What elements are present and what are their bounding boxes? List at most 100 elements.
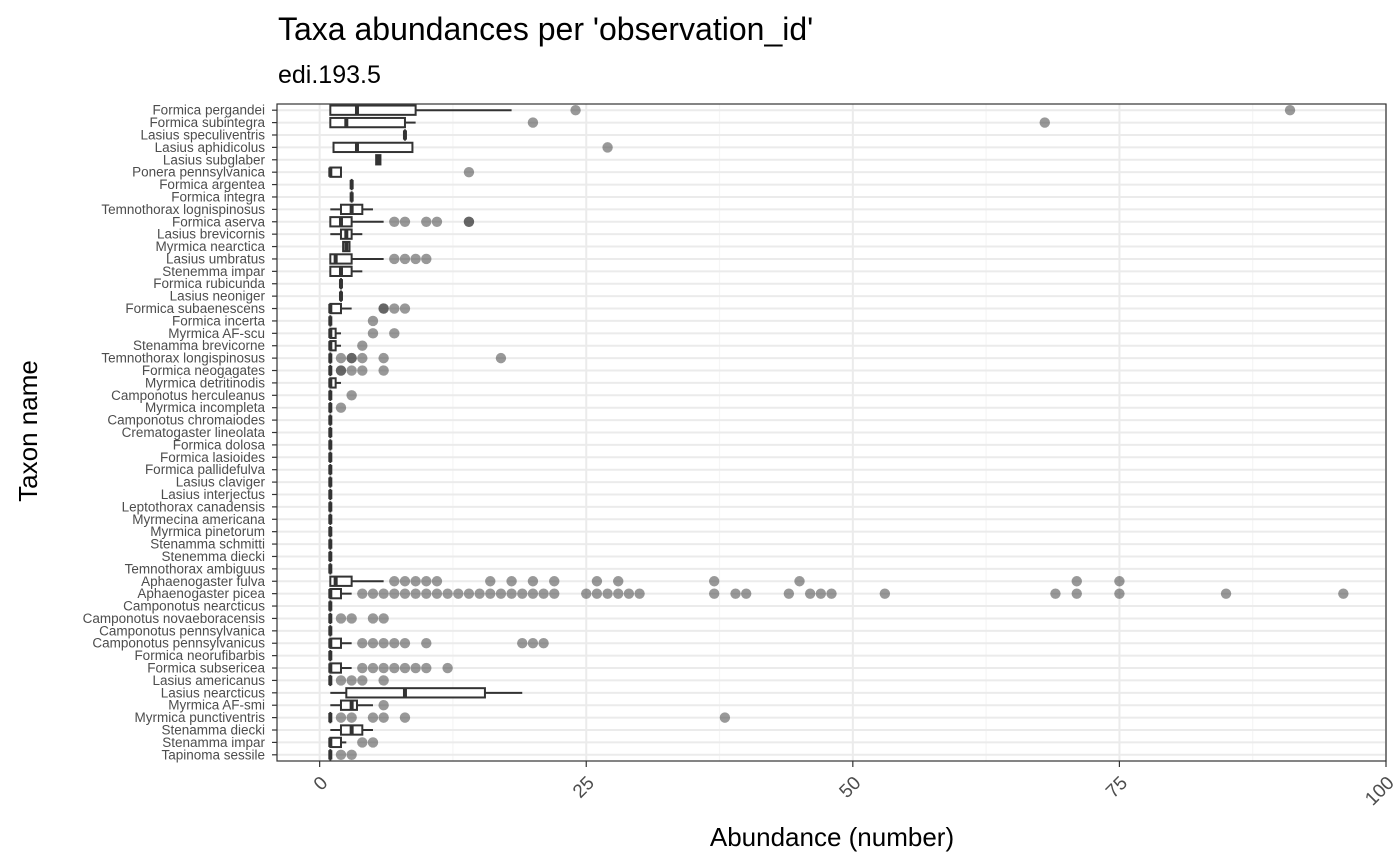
y-tick-label: Camponotus novaeboracensis: [83, 611, 266, 626]
outlier-point: [389, 638, 400, 649]
outlier-point: [367, 737, 379, 748]
outlier-point: [410, 588, 421, 599]
box-iqr: [329, 104, 417, 116]
chart-title: Taxa abundances per 'observation_id': [278, 11, 814, 47]
outlier-layer: [335, 104, 1349, 761]
outlier-point: [399, 638, 411, 649]
outlier-point: [389, 588, 400, 599]
y-tick-label: Lasius nearcticus: [161, 685, 266, 700]
outlier-point: [463, 166, 475, 178]
y-tick-label: Formica pallidefulva: [145, 462, 266, 477]
outlier-point: [602, 588, 613, 599]
y-tick-label: Formica pergandei: [152, 103, 265, 118]
outlier-point: [410, 253, 421, 265]
outlier-point: [367, 662, 379, 674]
y-tick-label: Lasius neoniger: [170, 289, 266, 304]
outlier-point: [634, 588, 645, 599]
outlier-point: [357, 737, 368, 748]
outlier-point: [719, 712, 731, 723]
outlier-point: [389, 303, 400, 314]
y-tick-label: Myrmica incompleta: [145, 400, 266, 415]
x-axis-ticks: 0 25 50 75 100: [310, 761, 1399, 810]
outlier-point: [431, 588, 443, 599]
y-tick-label: Stenamma schmitti: [150, 537, 265, 552]
y-tick-label: Formica aserva: [172, 214, 266, 229]
outlier-point: [538, 638, 549, 649]
y-tick-label: Myrmica detritinodis: [145, 375, 265, 390]
y-tick-label: Tapinoma sessile: [161, 747, 265, 762]
outlier-point: [474, 588, 485, 599]
y-tick-label: Camponotus pennsylvanicus: [92, 636, 265, 651]
outlier-point: [357, 588, 368, 599]
y-tick-label: Formica integra: [171, 189, 265, 204]
grid-layer: [277, 104, 1387, 761]
y-tick-label: Stenemma impar: [162, 264, 265, 279]
outlier-point: [527, 588, 539, 599]
box-13: [329, 265, 363, 277]
outlier-point: [378, 588, 389, 599]
outlier-point: [335, 402, 347, 413]
outlier-point: [421, 576, 432, 587]
outlier-point: [367, 328, 379, 339]
outlier-point: [335, 675, 347, 686]
outlier-point: [794, 576, 805, 587]
outlier-point: [804, 588, 816, 599]
outlier-point: [1039, 117, 1050, 128]
outlier-point: [549, 588, 560, 599]
y-tick-label: Ponera pennsylvanica: [132, 165, 265, 180]
outlier-point: [367, 712, 379, 723]
x-tick-label: 100: [1361, 773, 1398, 810]
y-tick-label: Myrmecina americana: [132, 512, 265, 527]
box-iqr: [329, 575, 353, 587]
outlier-point: [1050, 588, 1061, 599]
y-tick-label: Camponotus chromaiodes: [107, 413, 265, 428]
outlier-point: [378, 365, 389, 376]
box-layer: [328, 104, 523, 761]
outlier-point: [517, 638, 528, 649]
y-tick-label: Lasius aphidicolus: [155, 140, 266, 155]
y-axis-title: Taxon name: [13, 360, 43, 502]
y-tick-label: Lasius americanus: [152, 673, 265, 688]
outlier-point: [399, 303, 411, 314]
outlier-point: [399, 662, 411, 674]
box-12: [329, 253, 384, 265]
outlier-point: [410, 662, 421, 674]
outlier-point: [495, 588, 507, 599]
x-tick-label: 25: [569, 773, 599, 803]
y-tick-label: Aphaenogaster picea: [137, 586, 265, 601]
x-tick-label: 0: [310, 773, 332, 795]
outlier-point: [613, 576, 624, 587]
y-tick-label: Lasius speculiventris: [140, 127, 265, 142]
y-tick-label: Myrmica AF-scu: [168, 326, 265, 341]
x-axis-title: Abundance (number): [710, 822, 954, 852]
box-11: [342, 240, 351, 253]
y-tick-label: Formica lasioides: [160, 450, 265, 465]
outlier-point: [1284, 104, 1296, 116]
outlier-point: [389, 576, 400, 587]
outlier-point: [389, 216, 400, 227]
y-tick-label: Formica incerta: [172, 313, 266, 328]
outlier-point: [378, 352, 389, 364]
outlier-point: [421, 588, 432, 599]
y-tick-label: Camponotus herculeanus: [111, 388, 265, 403]
outlier-point: [357, 352, 368, 364]
y-tick-label: Lasius umbratus: [166, 251, 265, 266]
y-tick-label: Lasius interjectus: [161, 487, 266, 502]
outlier-point: [783, 588, 795, 599]
y-tick-label: Lasius brevicornis: [157, 227, 265, 242]
outlier-point: [357, 365, 368, 376]
outlier-point: [399, 253, 411, 265]
outlier-point: [485, 588, 496, 599]
box-iqr: [345, 687, 486, 699]
outlier-point: [346, 675, 357, 686]
y-tick-label: Myrmica nearctica: [155, 239, 265, 254]
y-tick-label: Temnothorax ambiguus: [125, 561, 266, 576]
outlier-point: [346, 390, 357, 401]
y-tick-label: Crematogaster lineolata: [122, 425, 266, 440]
box-3: [332, 141, 414, 154]
outlier-point: [378, 662, 389, 674]
outlier-point: [378, 303, 389, 314]
outlier-point: [527, 117, 539, 128]
outlier-point: [399, 216, 411, 227]
